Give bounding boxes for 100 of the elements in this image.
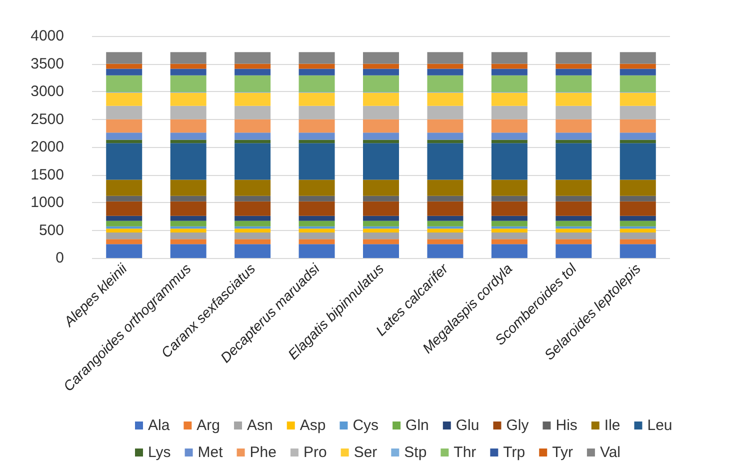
bar (106, 132, 142, 140)
y-tick-label: 2000 (30, 138, 64, 156)
bar (427, 232, 464, 240)
bar (170, 220, 206, 226)
bar (427, 132, 464, 140)
bar (170, 140, 206, 144)
legend-label: Tyr (552, 444, 573, 461)
bar (170, 143, 206, 180)
legend-label: Leu (647, 417, 672, 434)
bar (170, 180, 206, 196)
bar (298, 239, 335, 244)
bar (363, 106, 399, 120)
bar (170, 106, 206, 120)
bar (620, 220, 656, 226)
bar (234, 52, 271, 64)
bar (298, 180, 335, 196)
bar (170, 119, 206, 133)
legend-label: Asn (247, 417, 273, 434)
bar (234, 244, 271, 258)
bar (234, 119, 271, 133)
bar (620, 64, 656, 69)
bar (491, 244, 528, 258)
bar (620, 52, 656, 64)
bar (298, 64, 335, 69)
bar (620, 226, 656, 229)
bar (106, 143, 142, 180)
bar (298, 132, 335, 140)
bar (234, 68, 271, 76)
bar (106, 64, 142, 69)
bar (556, 180, 592, 196)
bar (298, 232, 335, 240)
bar (298, 201, 335, 216)
bar (556, 201, 592, 216)
bar (363, 68, 399, 76)
bar (556, 68, 592, 76)
bar (620, 106, 656, 120)
bar (106, 92, 142, 106)
bar (620, 228, 656, 232)
bar (427, 64, 464, 69)
bar (427, 52, 464, 64)
bar (363, 244, 399, 258)
legend-label: Glu (456, 417, 480, 434)
bar (556, 106, 592, 120)
bar (556, 140, 592, 144)
bar (234, 64, 271, 69)
bar (491, 220, 528, 226)
bar (556, 75, 592, 92)
bar (170, 75, 206, 92)
bar (106, 220, 142, 226)
bar (556, 232, 592, 240)
bar (234, 180, 271, 196)
bar (556, 92, 592, 106)
bar (491, 201, 528, 216)
bar (363, 64, 399, 69)
legend-label: His (556, 417, 578, 434)
bar (556, 132, 592, 140)
bar (491, 132, 528, 140)
bar (620, 132, 656, 140)
bar (234, 216, 271, 221)
bar (620, 92, 656, 106)
bar (427, 106, 464, 120)
bar (298, 52, 335, 64)
legend-label: Asp (300, 417, 326, 434)
bar (556, 196, 592, 202)
bar (170, 201, 206, 216)
bar (556, 244, 592, 258)
legend-label: Gln (406, 417, 429, 434)
bar (491, 228, 528, 232)
bar (427, 226, 464, 229)
bar (620, 68, 656, 76)
bar (363, 220, 399, 226)
bar (106, 232, 142, 240)
bar (620, 216, 656, 221)
bar (298, 119, 335, 133)
bar (234, 239, 271, 244)
bar (234, 75, 271, 92)
bar (106, 216, 142, 221)
legend-label: Pro (303, 444, 327, 461)
bar (556, 52, 592, 64)
bar (427, 143, 464, 180)
legend-label: Stp (404, 444, 427, 461)
bar (556, 220, 592, 226)
bar (491, 92, 528, 106)
y-tick-label: 0 (56, 250, 64, 266)
bar (234, 106, 271, 120)
bar (620, 239, 656, 244)
bar (363, 228, 399, 232)
bar (491, 52, 528, 64)
bar (491, 226, 528, 229)
bar (363, 119, 399, 133)
bar (170, 64, 206, 69)
bar (234, 140, 271, 144)
bar (427, 92, 464, 106)
bar (491, 232, 528, 240)
bar (363, 140, 399, 144)
bar (106, 244, 142, 258)
bar (106, 52, 142, 64)
bar (491, 143, 528, 180)
bar (234, 228, 271, 232)
bar (106, 226, 142, 229)
